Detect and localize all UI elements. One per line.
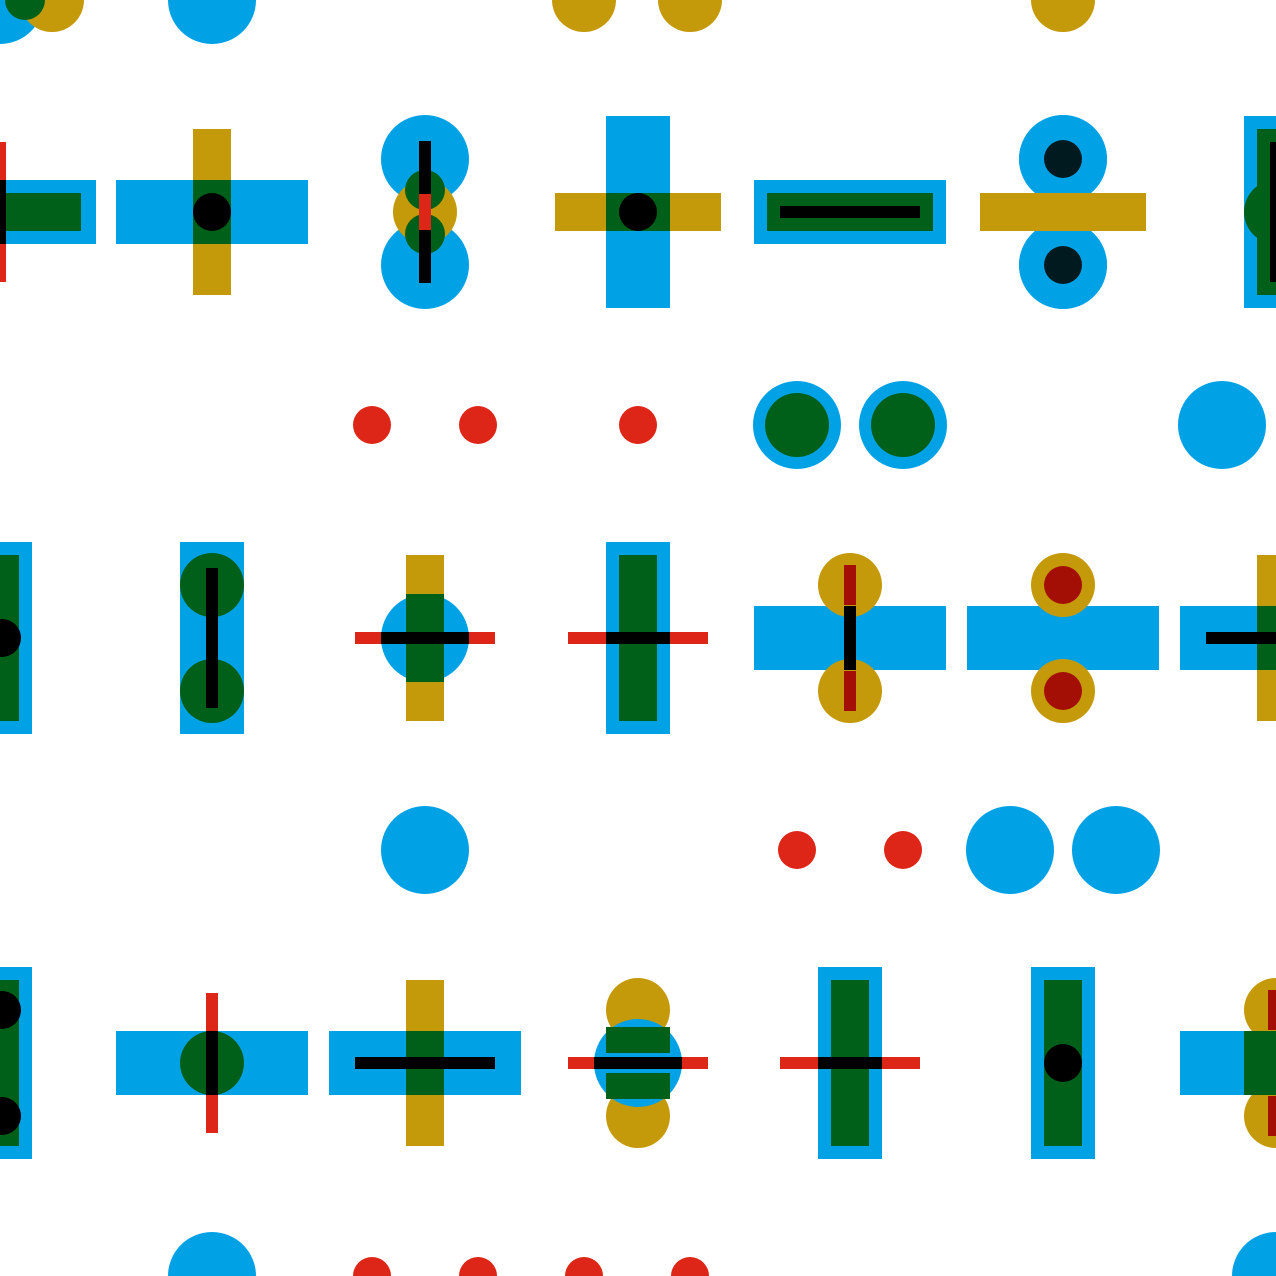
navy-dot [1044,140,1082,178]
ochre-bar [1021,193,1105,231]
black-line [206,1031,218,1095]
red-dot [459,406,497,444]
green-overlap [606,1027,670,1053]
black-line [780,206,920,218]
blue-circle [966,806,1054,894]
red-dot [778,831,816,869]
ochre-dot [552,0,616,32]
green-bar [0,193,81,231]
navy-dot [1044,246,1082,284]
red-line [419,194,431,230]
black-dot [0,991,21,1029]
black-line [606,632,670,644]
dark-red-dot [1044,566,1082,604]
black-line [1206,632,1276,644]
blue-circle [168,1232,256,1276]
black-line [1270,142,1276,282]
black-dot [1044,1044,1082,1082]
red-dot [619,406,657,444]
red-line [1268,1096,1276,1136]
red-dot [353,406,391,444]
red-line [844,671,856,711]
black-line [818,1057,882,1069]
blue-circle [1232,1232,1276,1276]
green-overlap [1244,1031,1276,1095]
black-dot [619,193,657,231]
red-dot [884,831,922,869]
ochre-dot [1031,0,1095,32]
black-line [0,180,6,244]
dark-red-dot [1044,672,1082,710]
green-circle [765,393,829,457]
black-dot [0,1097,21,1135]
red-dot [565,1257,603,1276]
ochre-dot [658,0,722,32]
black-line [381,632,469,644]
red-dot [353,1257,391,1276]
black-line [419,170,431,194]
black-line [594,1057,682,1069]
blue-circle [1178,381,1266,469]
red-dot [671,1257,709,1276]
black-dot [0,619,21,657]
black-line [355,1057,495,1069]
red-line [844,565,856,605]
green-dot [1244,180,1276,244]
black-line [419,230,431,254]
overlap-green-dot [5,0,45,20]
green-overlap [606,1073,670,1099]
black-line [206,568,218,708]
black-dot [193,193,231,231]
red-dot [459,1257,497,1276]
black-line [844,606,856,670]
black-line [419,247,431,283]
black-line [419,141,431,177]
green-circle [871,393,935,457]
red-line [1268,990,1276,1030]
blue-dot [168,0,256,44]
blue-circle [381,806,469,894]
blue-circle [1072,806,1160,894]
